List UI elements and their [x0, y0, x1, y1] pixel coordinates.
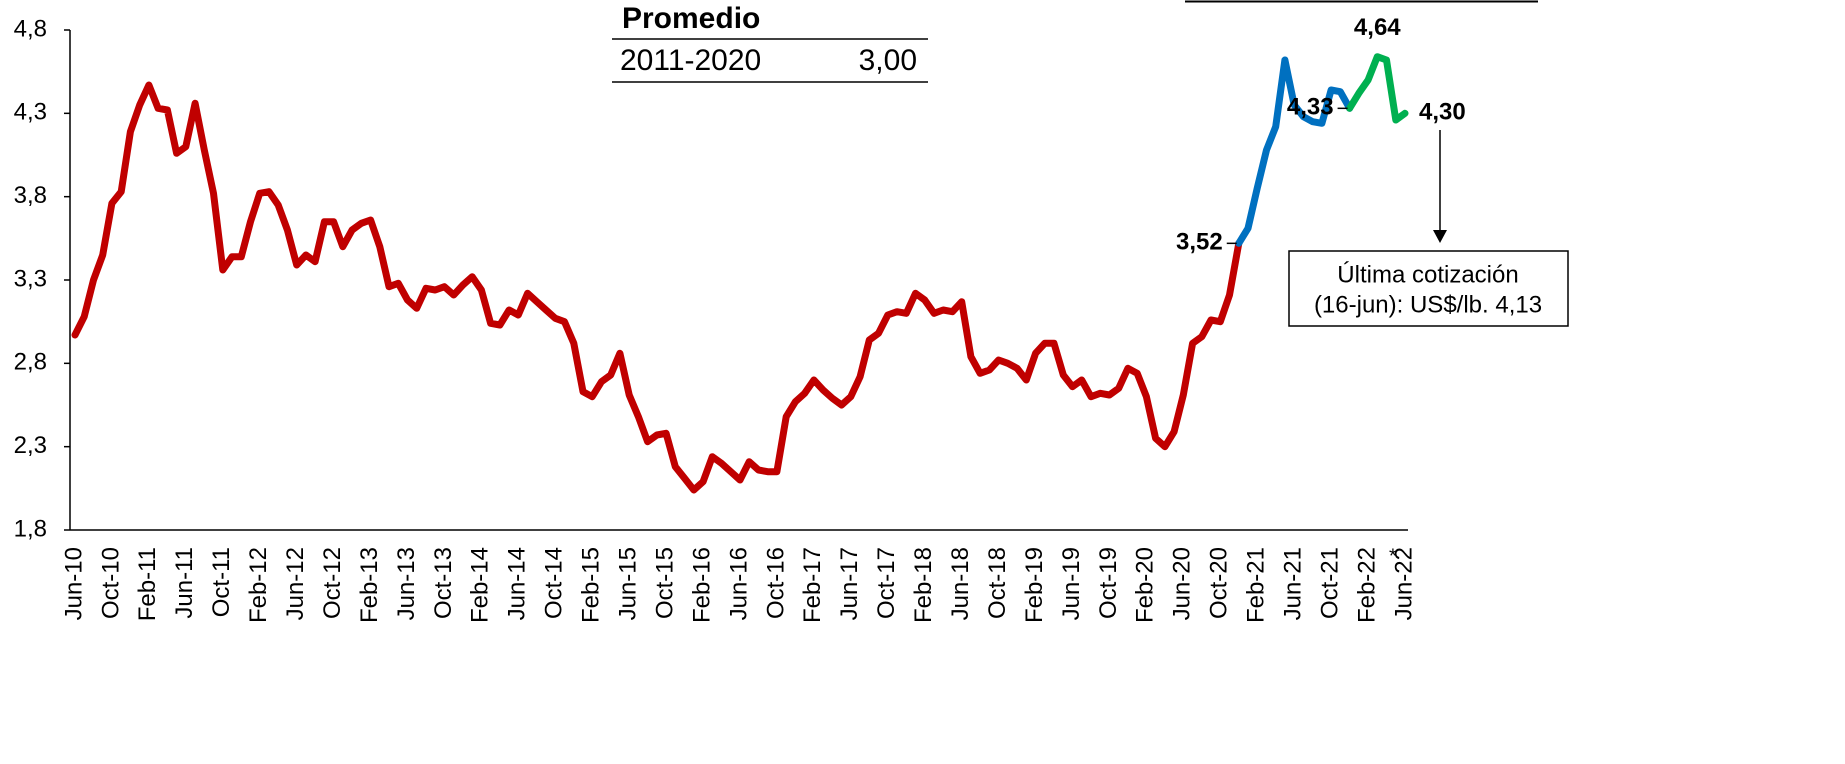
- x-tick-label: Feb-16: [688, 547, 715, 623]
- x-tick-label: Jun-12: [282, 547, 309, 620]
- y-tick-label: 2,8: [14, 349, 47, 376]
- x-tick-label: Feb-12: [245, 547, 272, 623]
- x-tick-label: Feb-20: [1132, 547, 1159, 623]
- table-cell: 3,00: [859, 44, 917, 77]
- y-tick-label: 3,3: [14, 265, 47, 292]
- x-tick-label: Jun-18: [947, 547, 974, 620]
- y-tick-label: 4,3: [14, 99, 47, 126]
- note-text: Última cotización: [1337, 261, 1518, 288]
- x-tick-label: Oct-11: [208, 547, 235, 617]
- x-tick-label: Feb-15: [578, 547, 605, 623]
- x-tick-label: Oct-19: [1095, 547, 1122, 619]
- x-tick-label: Oct-20: [1206, 547, 1233, 619]
- x-tick-label: Oct-15: [651, 547, 678, 619]
- y-tick-label: 2,3: [14, 432, 47, 459]
- table-title: Promedio: [622, 2, 760, 35]
- x-tick-label: Jun-21: [1280, 547, 1307, 620]
- arrow-head: [1433, 230, 1447, 243]
- x-tick-label: Feb-18: [910, 547, 937, 623]
- x-tick-label: Oct-17: [873, 547, 900, 619]
- series-line: [71, 81, 1243, 494]
- data-label: 4,64: [1354, 14, 1401, 41]
- x-label-note: *: [1389, 545, 1397, 567]
- x-tick-label: Jun-13: [393, 547, 420, 620]
- x-tick-label: Jun-10: [60, 547, 87, 620]
- x-tick-label: Oct-13: [430, 547, 457, 619]
- note-text: (16-jun): US$/lb. 4,13: [1314, 291, 1542, 318]
- x-tick-label: Jun-22: [1390, 547, 1417, 620]
- x-tick-label: Oct-12: [319, 547, 346, 619]
- y-tick-label: 1,8: [14, 515, 47, 542]
- x-tick-label: Jun-19: [1058, 547, 1085, 620]
- x-tick-label: Oct-16: [762, 547, 789, 619]
- x-tick-label: Feb-19: [1021, 547, 1048, 623]
- data-label: 4,33: [1287, 94, 1334, 121]
- x-tick-label: Jun-15: [615, 547, 642, 620]
- x-tick-label: Jun-17: [836, 547, 863, 620]
- x-tick-label: Feb-14: [467, 547, 494, 623]
- x-tick-label: Oct-14: [541, 547, 568, 619]
- x-tick-label: Jun-14: [504, 547, 531, 620]
- data-label: 3,52: [1176, 229, 1223, 256]
- note-box: [1288, 250, 1569, 327]
- x-tick-label: Feb-13: [356, 547, 383, 623]
- data-label: 4,30: [1419, 99, 1466, 126]
- x-tick-label: Feb-21: [1243, 547, 1270, 623]
- x-tick-label: Feb-22: [1353, 547, 1380, 623]
- y-tick-label: 4,8: [14, 15, 47, 42]
- y-tick-label: 3,8: [14, 182, 47, 209]
- x-tick-label: Oct-21: [1316, 547, 1343, 619]
- x-tick-label: Feb-17: [799, 547, 826, 623]
- table-cell: 2011-2020: [620, 44, 761, 77]
- x-tick-label: Jun-20: [1169, 547, 1196, 620]
- series-line: [1235, 56, 1354, 247]
- x-tick-label: Oct-10: [97, 547, 124, 619]
- x-tick-label: Jun-11: [171, 547, 198, 619]
- x-tick-label: Feb-11: [134, 547, 161, 621]
- series-line: [1346, 53, 1409, 124]
- x-tick-label: Jun-16: [725, 547, 752, 620]
- x-tick-label: Oct-18: [984, 547, 1011, 619]
